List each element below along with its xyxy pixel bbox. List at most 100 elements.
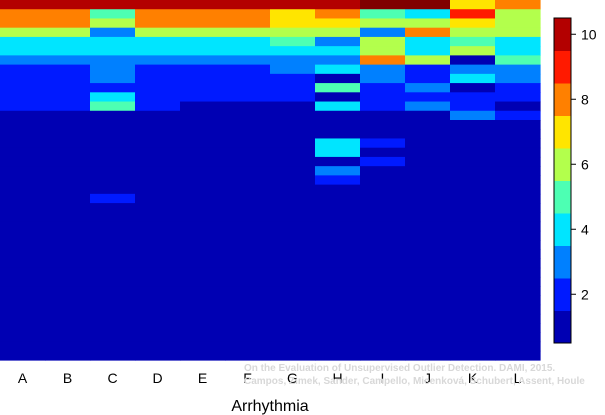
heatmap-cell-L-22: [495, 193, 541, 204]
heatmap-cell-A-4: [0, 27, 46, 38]
heatmap-cell-G-37: [270, 332, 316, 343]
heatmap-cell-F-20: [225, 175, 271, 186]
heatmap-cell-B-5: [45, 36, 91, 47]
heatmap-cell-C-16: [90, 138, 136, 149]
heatmap-cell-H-1: [315, 0, 361, 10]
heatmap-cell-G-28: [270, 249, 316, 260]
heatmap-cell-E-28: [180, 249, 226, 260]
colorbar-segment-8: [554, 83, 571, 116]
heatmap-cell-K-8: [450, 64, 496, 75]
heatmap-cell-J-13: [405, 110, 451, 121]
x-tick-label-I: I: [381, 370, 385, 386]
x-tick-label-B: B: [63, 370, 72, 386]
heatmap-cell-D-23: [135, 203, 181, 213]
heatmap-cell-K-38: [450, 341, 496, 352]
heatmap-cell-F-9: [225, 73, 271, 84]
heatmap-cell-E-18: [180, 156, 226, 167]
heatmap-cell-E-10: [180, 83, 226, 93]
heatmap-cell-L-8: [495, 64, 541, 75]
colorbar-segment-1: [554, 310, 571, 344]
colorbar-segment-5: [554, 180, 571, 214]
heatmap-cell-B-11: [45, 92, 91, 103]
heatmap-cell-C-26: [90, 230, 136, 241]
heatmap-cell-G-32: [270, 286, 316, 296]
x-tick-label-F: F: [243, 370, 252, 386]
heatmap-cell-E-31: [180, 276, 226, 287]
heatmap-cell-B-36: [45, 323, 91, 333]
heatmap-cell-L-26: [495, 230, 541, 241]
heatmap-cell-F-25: [225, 221, 271, 232]
heatmap-cell-J-2: [405, 9, 451, 20]
heatmap-cell-G-4: [270, 27, 316, 38]
heatmap-cell-J-6: [405, 46, 451, 56]
heatmap-cell-E-36: [180, 323, 226, 333]
heatmap-cell-L-36: [495, 323, 541, 333]
heatmap-cell-K-18: [450, 156, 496, 167]
heatmap-cell-C-10: [90, 83, 136, 93]
credit-line-2: Campos, Zimek, Sander, Campello, Micenko…: [244, 376, 585, 387]
heatmap-cell-A-38: [0, 341, 46, 352]
heatmap-cell-F-10: [225, 83, 271, 93]
heatmap-cell-J-31: [405, 276, 451, 287]
heatmap-cell-L-25: [495, 221, 541, 232]
heatmap-cell-C-31: [90, 276, 136, 287]
heatmap-cell-E-32: [180, 286, 226, 296]
heatmap-cell-I-28: [360, 249, 406, 260]
heatmap-cell-B-9: [45, 73, 91, 84]
heatmap-cell-F-2: [225, 9, 271, 20]
heatmap-cell-A-21: [0, 184, 46, 195]
heatmap-cell-L-12: [495, 101, 541, 112]
heatmap-cell-K-14: [450, 120, 496, 130]
heatmap-cell-K-20: [450, 175, 496, 186]
heatmap-cell-D-1: [135, 0, 181, 10]
heatmap-cell-D-34: [135, 304, 181, 315]
x-tick-label-C: C: [107, 370, 117, 386]
colorbar-segment-10: [554, 18, 571, 51]
heatmap-cell-I-11: [360, 92, 406, 103]
heatmap-cell-I-2: [360, 9, 406, 20]
heatmap-cell-I-24: [360, 212, 406, 223]
heatmap-cell-E-9: [180, 73, 226, 84]
heatmap-cell-B-22: [45, 193, 91, 204]
heatmap-cell-D-38: [135, 341, 181, 352]
heatmap-cell-J-9: [405, 73, 451, 84]
heatmap-cell-H-37: [315, 332, 361, 343]
heatmap-cell-I-20: [360, 175, 406, 186]
heatmap-cell-F-12: [225, 101, 271, 112]
heatmap-cell-L-38: [495, 341, 541, 352]
heatmap-cell-B-33: [45, 295, 91, 306]
heatmap-cell-C-7: [90, 55, 136, 66]
heatmap-cell-D-4: [135, 27, 181, 38]
heatmap-cell-E-35: [180, 313, 226, 324]
heatmap-cell-D-16: [135, 138, 181, 149]
colorbar-segment-2: [554, 278, 571, 311]
heatmap-cell-C-34: [90, 304, 136, 315]
heatmap-cell-I-6: [360, 46, 406, 56]
heatmap-cell-I-19: [360, 166, 406, 176]
heatmap-cell-J-19: [405, 166, 451, 176]
heatmap-cell-C-29: [90, 258, 136, 269]
heatmap-cell-E-30: [180, 267, 226, 278]
heatmap-cell-E-3: [180, 18, 226, 29]
heatmap-cell-K-13: [450, 110, 496, 121]
heatmap-cell-J-7: [405, 55, 451, 66]
heatmap-cell-I-3: [360, 18, 406, 29]
heatmap-cell-I-13: [360, 110, 406, 121]
heatmap-cell-L-31: [495, 276, 541, 287]
heatmap-cell-A-10: [0, 83, 46, 93]
heatmap-cell-B-4: [45, 27, 91, 38]
heatmap-cell-H-31: [315, 276, 361, 287]
heatmap-cell-C-33: [90, 295, 136, 306]
heatmap-cell-D-36: [135, 323, 181, 333]
heatmap-cell-D-29: [135, 258, 181, 269]
heatmap-cell-G-18: [270, 156, 316, 167]
heatmap-cell-H-28: [315, 249, 361, 260]
heatmap-cell-G-17: [270, 147, 316, 158]
heatmap-cell-G-35: [270, 313, 316, 324]
heatmap-cell-J-10: [405, 83, 451, 93]
heatmap-cell-A-16: [0, 138, 46, 149]
heatmap-cell-I-5: [360, 36, 406, 47]
heatmap-cell-H-24: [315, 212, 361, 223]
heatmap-cell-G-21: [270, 184, 316, 195]
